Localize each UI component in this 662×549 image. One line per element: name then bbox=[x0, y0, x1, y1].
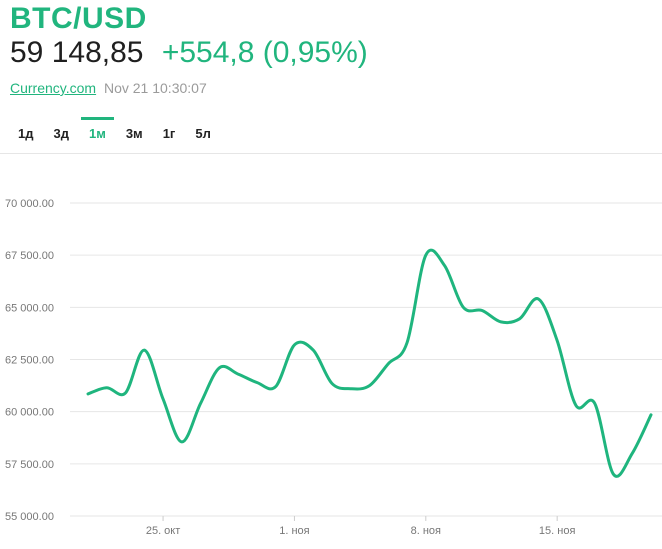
data-point bbox=[386, 362, 390, 366]
data-point bbox=[292, 343, 296, 347]
y-tick-label: 57 500.00 bbox=[5, 459, 54, 471]
data-point bbox=[480, 308, 484, 312]
symbol-title: BTC/USD bbox=[10, 2, 147, 35]
tab-label: 5л bbox=[195, 126, 211, 141]
data-point bbox=[443, 264, 447, 268]
data-point bbox=[311, 348, 315, 352]
data-point bbox=[405, 341, 409, 345]
tab-1y[interactable]: 1г bbox=[155, 117, 184, 151]
x-tick-label: 1. ноя bbox=[279, 525, 309, 537]
data-point bbox=[649, 413, 653, 417]
data-point bbox=[536, 297, 540, 301]
y-tick-label: 60 000.00 bbox=[5, 407, 54, 419]
current-price: 59 148,85 bbox=[10, 36, 144, 69]
data-point bbox=[86, 392, 90, 396]
data-point bbox=[461, 305, 465, 309]
x-tick-label: 15. ноя bbox=[539, 525, 576, 537]
tab-3m[interactable]: 3м bbox=[118, 117, 151, 151]
data-point bbox=[105, 386, 109, 390]
data-point bbox=[593, 401, 597, 405]
data-point bbox=[630, 451, 634, 455]
period-tabs: 1д 3д 1м 3м 1г 5л bbox=[10, 117, 223, 151]
tab-label: 3д bbox=[53, 126, 69, 141]
price-row: 59 148,85 +554,8 (0,95%) bbox=[10, 36, 368, 70]
y-tick-label: 67 500.00 bbox=[5, 250, 54, 262]
data-point bbox=[142, 348, 146, 352]
data-point bbox=[424, 253, 428, 257]
tab-1d[interactable]: 1д bbox=[10, 117, 41, 151]
data-point bbox=[199, 401, 203, 405]
y-tick-label: 70 000.00 bbox=[5, 198, 54, 210]
source-link[interactable]: Currency.com bbox=[10, 80, 97, 96]
active-tab-indicator bbox=[80, 117, 114, 120]
timestamp: Nov 21 10:30:07 bbox=[103, 80, 207, 96]
x-tick-label: 8. ноя bbox=[411, 525, 441, 537]
price-line bbox=[86, 248, 653, 478]
data-point bbox=[180, 440, 184, 444]
tab-label: 1м bbox=[88, 126, 106, 141]
y-tick-label: 65 000.00 bbox=[5, 302, 54, 314]
data-point bbox=[161, 397, 165, 401]
data-point bbox=[574, 403, 578, 407]
data-point bbox=[236, 372, 240, 376]
data-point bbox=[274, 385, 278, 389]
data-point bbox=[255, 380, 259, 384]
price-change: +554,8 (0,95%) bbox=[161, 36, 368, 69]
tab-label: 1д bbox=[18, 126, 34, 141]
data-point bbox=[217, 366, 221, 370]
y-tick-label: 62 500.00 bbox=[5, 355, 54, 367]
data-point bbox=[349, 387, 353, 391]
data-point bbox=[124, 391, 128, 395]
tab-label: 3м bbox=[125, 126, 143, 141]
source-row: Currency.com Nov 21 10:30:07 bbox=[10, 80, 207, 96]
data-point bbox=[330, 381, 334, 385]
x-tick-label: 25. окт bbox=[146, 525, 180, 537]
tab-label: 1г bbox=[162, 126, 176, 141]
tabs-divider bbox=[0, 153, 662, 154]
data-point bbox=[368, 384, 372, 388]
data-point bbox=[555, 339, 559, 343]
tab-3d[interactable]: 3д bbox=[45, 117, 76, 151]
tab-5y[interactable]: 5л bbox=[187, 117, 219, 151]
data-point bbox=[518, 317, 522, 321]
data-point bbox=[499, 320, 503, 324]
y-tick-label: 55 000.00 bbox=[5, 511, 54, 523]
data-point bbox=[611, 472, 615, 476]
tab-1m[interactable]: 1м bbox=[80, 117, 114, 151]
